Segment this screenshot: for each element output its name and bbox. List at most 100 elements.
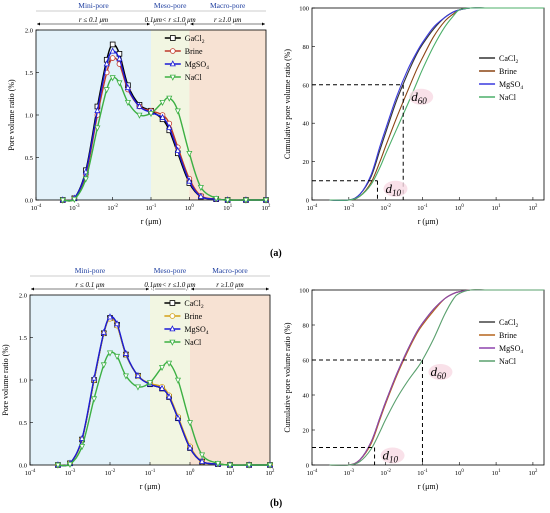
y-tick-label: 1.0 [19, 378, 27, 385]
macro-pore-zone [189, 30, 266, 200]
y-tick-label: 80 [303, 323, 310, 330]
legend-label-brine: Brine [184, 312, 202, 321]
x-tick-label: 102 [262, 204, 272, 212]
mini-arrow-head-right [147, 22, 150, 26]
macro-arrow-head-left [191, 287, 194, 291]
d60-label-highlight [428, 364, 453, 380]
data-point-nacl [146, 380, 154, 387]
legend-marker-gacl2 [169, 35, 176, 41]
legend-label-mgso4: MgSO4 [499, 344, 523, 355]
x-tick-label: 10-1 [145, 469, 156, 477]
legend-label-cacl2: CaCl2 [184, 299, 203, 310]
x-tick-label: 10-3 [344, 469, 355, 477]
y-tick-label: 0.0 [19, 463, 27, 470]
x-tick-label: 10-4 [307, 469, 318, 477]
legend-marker-mgso4 [169, 325, 176, 332]
data-point-nacl [197, 184, 204, 192]
x-tick-label: 101 [492, 204, 502, 212]
mini-arrow-head-left [31, 287, 34, 291]
data-point-nacl [136, 112, 143, 119]
data-point-nacl [109, 75, 116, 82]
x-tick-label: 10-4 [31, 204, 42, 212]
data-point-nacl [116, 80, 123, 87]
data-point-gacl2 [109, 41, 116, 48]
chart-b-right: 0 20 40 60 80 100 10-4 10-3 10-2 10-1 100 101 102 r (… [283, 288, 545, 491]
data-point-mgso4 [106, 313, 114, 320]
y-tick-label: 0.5 [19, 420, 27, 427]
y-tick-label: 60 [303, 82, 310, 89]
x-tick-label: 100 [455, 469, 465, 477]
legend-label-brine: Brine [499, 67, 517, 76]
data-point-mgso4 [197, 192, 204, 199]
x-tick-label: 100 [185, 204, 195, 212]
mini-pore-zone [30, 295, 150, 465]
data-point-mgso4 [91, 374, 98, 381]
x-tick-label: 10-3 [344, 204, 355, 212]
d10-label: d10 [385, 181, 401, 198]
macro-range-label: r ≥1.0 μm [214, 16, 241, 24]
data-point-nacl [213, 195, 220, 203]
data-point-mgso4 [124, 84, 131, 91]
data-point-nacl [166, 95, 173, 102]
x-tick-label: 101 [492, 469, 502, 477]
data-point-mgso4 [103, 60, 110, 67]
data-point-nacl [174, 377, 182, 384]
data-point-nacl [54, 462, 62, 469]
data-point-nacl [226, 462, 234, 469]
x-tick-label: 10-2 [105, 469, 116, 477]
x-tick-label: 10-1 [417, 469, 428, 477]
mini-pore-title: Mini-pore [78, 1, 109, 10]
data-point-nacl [134, 384, 142, 391]
data-point-mgso4 [100, 328, 107, 335]
y-tick-label: 20 [303, 428, 310, 435]
legend-marker-brine [170, 48, 176, 54]
y-axis-label: Cumulative pore volume ratio (%) [283, 322, 292, 433]
meso-arrow-head-left [151, 287, 154, 291]
legend-label-nacl: NaCl [499, 357, 517, 366]
data-point-nacl [262, 197, 270, 204]
series-line-cacl2 [329, 7, 544, 201]
x-axis-label: r (μm) [140, 482, 161, 491]
meso-range-label: 0.1μm< r ≤1.0 μm [144, 281, 195, 289]
x-tick-label: 10-2 [380, 469, 391, 477]
y-tick-label: 2.0 [25, 28, 33, 35]
x-tick-label: 10-4 [307, 204, 318, 212]
meso-arrow-head-right [185, 22, 189, 26]
macro-range-label: r ≥1.0 μm [216, 281, 243, 289]
meso-pore-title: Meso-pore [154, 266, 187, 275]
legend-label-brine: Brine [185, 47, 203, 56]
y-tick-label: 60 [303, 358, 310, 365]
y-tick-label: 0.0 [25, 198, 33, 205]
meso-arrow-head-left [152, 22, 155, 26]
x-tick-label: 10-3 [65, 469, 76, 477]
legend-label-nacl: NaCl [184, 338, 202, 347]
d60-label: d60 [430, 364, 446, 381]
y-axis-label: Cumulative pore volume ratio (%) [283, 49, 292, 160]
x-tick-label: 100 [186, 469, 196, 477]
legend-label-brine: Brine [499, 331, 517, 340]
data-point-mgso4 [78, 434, 86, 441]
x-tick-label: 10-2 [380, 204, 391, 212]
legend-marker-nacl [169, 339, 176, 346]
data-point-mgso4 [198, 457, 206, 464]
legend-label-gacl2: GaCl2 [185, 34, 205, 45]
y-tick-label: 2.0 [19, 293, 27, 300]
data-point-nacl [71, 196, 78, 203]
d10-label-highlight [383, 180, 408, 197]
x-tick-label: 102 [528, 469, 538, 477]
mini-arrow-head-left [37, 22, 40, 26]
meso-pore-title: Meso-pore [154, 1, 187, 10]
x-tick-label: 101 [223, 204, 233, 212]
data-point-mgso4 [113, 320, 121, 327]
data-point-mgso4 [186, 444, 194, 451]
series-line-mgso4 [329, 7, 544, 201]
y-axis-label: Pore volume ratio (%) [1, 344, 10, 416]
data-point-nacl [59, 197, 66, 204]
data-point-nacl [214, 460, 222, 468]
data-point-mgso4 [158, 384, 166, 391]
macro-pore-title: Macro-pore [212, 266, 248, 275]
data-point-mgso4 [134, 371, 142, 379]
macro-pore-zone [190, 295, 270, 465]
data-point-nacl [242, 197, 250, 204]
legend-label-nacl: NaCl [499, 93, 517, 102]
